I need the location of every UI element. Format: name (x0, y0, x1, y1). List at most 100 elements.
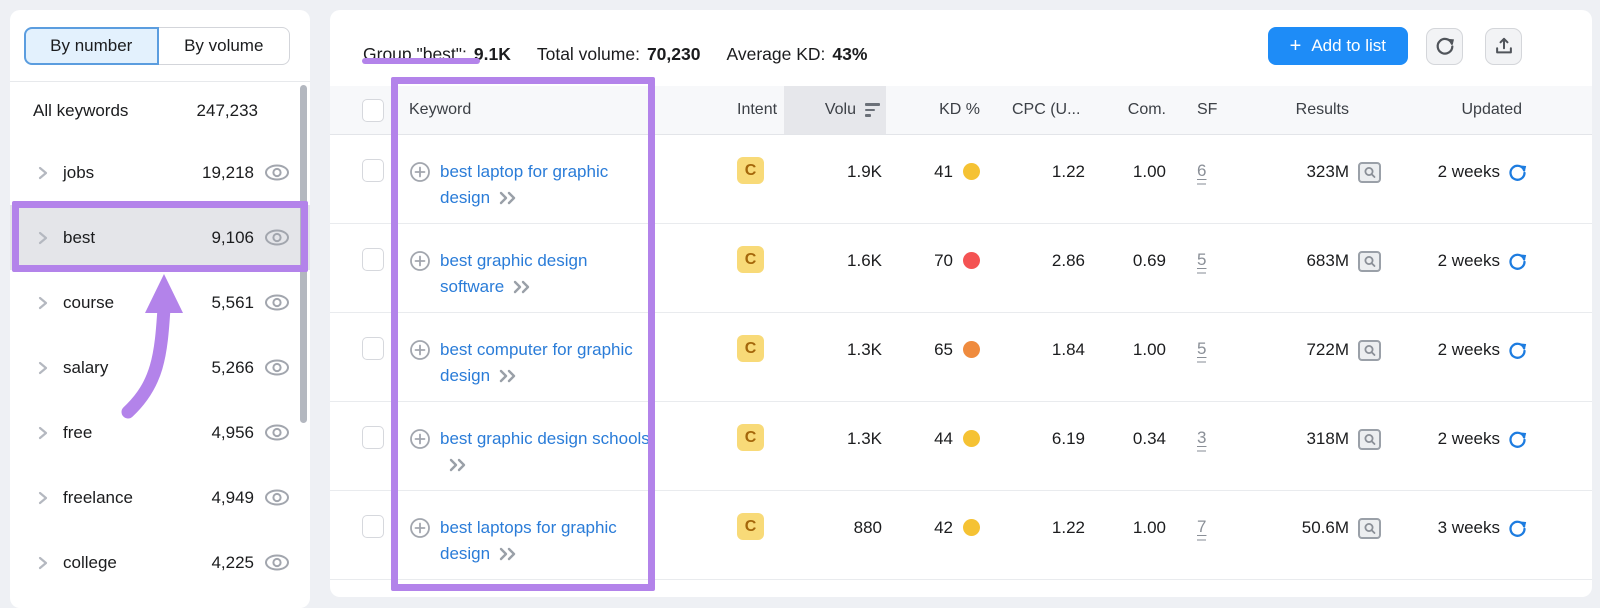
serp-features-count[interactable]: 5 (1197, 339, 1207, 363)
sidebar-item[interactable]: salary 5,266 (10, 335, 310, 400)
updated-value: 2 weeks (1437, 251, 1500, 270)
kd-difficulty-dot (963, 519, 980, 536)
row-checkbox[interactable] (362, 248, 384, 271)
chevron-right-icon[interactable] (35, 360, 51, 376)
kd-value: 42 (934, 518, 953, 537)
chevron-right-icon[interactable] (35, 230, 51, 246)
chevron-right-icon[interactable] (35, 295, 51, 311)
results-value: 323M (1306, 162, 1349, 181)
serp-preview-icon[interactable] (1357, 428, 1382, 451)
eye-icon[interactable] (264, 358, 290, 377)
intent-badge[interactable]: C (737, 424, 764, 451)
eye-icon[interactable] (264, 423, 290, 442)
update-metrics-icon[interactable] (1507, 429, 1528, 450)
intent-badge[interactable]: C (737, 513, 764, 540)
add-keyword-icon[interactable] (409, 428, 431, 450)
keyword-link[interactable]: best graphic design software (440, 251, 588, 296)
sidebar-item-list: jobs 19,218 best 9,106 course 5,561 sala… (10, 140, 310, 595)
update-metrics-icon[interactable] (1507, 518, 1528, 539)
intent-badge[interactable]: C (737, 246, 764, 273)
add-keyword-icon[interactable] (409, 161, 431, 183)
serp-preview-icon[interactable] (1357, 517, 1382, 540)
sidebar-item[interactable]: free 4,956 (10, 400, 310, 465)
eye-icon[interactable] (264, 488, 290, 507)
chevron-right-icon[interactable] (35, 425, 51, 441)
sidebar-item[interactable]: college 4,225 (10, 530, 310, 595)
export-button[interactable] (1485, 27, 1522, 65)
keyword-link[interactable]: best graphic design schools (440, 429, 650, 448)
average-kd-stat: Average KD: 43% (726, 44, 867, 65)
updated-value: 2 weeks (1437, 340, 1500, 359)
serp-preview-icon[interactable] (1357, 161, 1382, 184)
com-value: 1.00 (1132, 340, 1166, 359)
group-label: Group "best": (363, 44, 467, 64)
by-number-tab[interactable]: By number (24, 27, 159, 65)
double-chevron-icon[interactable] (448, 454, 468, 480)
results-value: 318M (1306, 429, 1349, 448)
intent-badge[interactable]: C (737, 157, 764, 184)
total-volume-value: 70,230 (646, 44, 701, 64)
sidebar-item-label: best (63, 227, 96, 247)
eye-icon[interactable] (264, 163, 290, 182)
eye-icon[interactable] (264, 228, 290, 247)
keyword-link[interactable]: best laptop for graphic design (440, 162, 609, 207)
row-checkbox[interactable] (362, 515, 384, 538)
volume-value: 1.3K (847, 429, 882, 448)
all-keywords-count: 247,233 (196, 101, 258, 120)
serp-preview-icon[interactable] (1357, 339, 1382, 362)
double-chevron-icon[interactable] (512, 276, 532, 302)
sidebar-item-count: 5,266 (211, 357, 254, 377)
export-icon (1495, 37, 1512, 54)
column-volume-label: Volu (824, 101, 856, 118)
column-kd: KD % (939, 101, 980, 118)
sidebar-scrollbar[interactable] (300, 85, 307, 423)
eye-icon[interactable] (264, 553, 290, 572)
divider (10, 81, 310, 82)
column-volume[interactable]: Volu (784, 86, 886, 134)
refresh-icon (1436, 37, 1454, 55)
row-checkbox[interactable] (362, 337, 384, 360)
add-to-list-button[interactable]: + Add to list (1267, 27, 1408, 65)
eye-icon[interactable] (264, 293, 290, 312)
table-row: best laptop for graphic design C 1.9K 41… (330, 135, 1592, 224)
by-volume-tab[interactable]: By volume (158, 27, 290, 65)
select-all-checkbox[interactable] (362, 98, 384, 122)
sidebar-item[interactable]: course 5,561 (10, 270, 310, 335)
group-stats: Group "best": 9.1K Total volume: 70,230 … (363, 44, 867, 65)
cpc-value: 1.84 (1051, 340, 1085, 359)
sidebar-item[interactable]: best 9,106 (10, 205, 310, 270)
intent-badge[interactable]: C (737, 335, 764, 362)
add-keyword-icon[interactable] (409, 517, 431, 539)
row-checkbox[interactable] (362, 426, 384, 449)
row-checkbox[interactable] (362, 159, 384, 182)
keyword-link[interactable]: best computer for graphic design (440, 340, 633, 385)
com-value: 0.69 (1132, 251, 1166, 270)
serp-preview-icon[interactable] (1357, 250, 1382, 273)
kd-value: 70 (934, 251, 953, 270)
chevron-right-icon[interactable] (35, 490, 51, 506)
update-metrics-icon[interactable] (1507, 340, 1528, 361)
group-value: 9.1K (473, 44, 511, 64)
double-chevron-icon[interactable] (498, 543, 518, 569)
serp-features-count[interactable]: 3 (1197, 428, 1207, 452)
double-chevron-icon[interactable] (498, 365, 518, 391)
results-value: 722M (1306, 340, 1349, 359)
add-keyword-icon[interactable] (409, 339, 431, 361)
sidebar-item[interactable]: jobs 19,218 (10, 140, 310, 205)
all-keywords-row[interactable]: All keywords 247,233 (10, 82, 310, 140)
keyword-groups-sidebar: By number By volume All keywords 247,233… (10, 10, 310, 608)
serp-features-count[interactable]: 7 (1197, 517, 1207, 541)
update-metrics-icon[interactable] (1507, 251, 1528, 272)
serp-features-count[interactable]: 6 (1197, 161, 1207, 185)
update-metrics-icon[interactable] (1507, 162, 1528, 183)
double-chevron-icon[interactable] (498, 187, 518, 213)
refresh-button[interactable] (1426, 27, 1463, 65)
chevron-right-icon[interactable] (35, 165, 51, 181)
serp-features-count[interactable]: 5 (1197, 250, 1207, 274)
sidebar-item[interactable]: freelance 4,949 (10, 465, 310, 530)
add-keyword-icon[interactable] (409, 250, 431, 272)
column-com: Com. (1127, 101, 1166, 118)
kd-difficulty-dot (963, 163, 980, 180)
chevron-right-icon[interactable] (35, 555, 51, 571)
keyword-link[interactable]: best laptops for graphic design (440, 518, 617, 563)
